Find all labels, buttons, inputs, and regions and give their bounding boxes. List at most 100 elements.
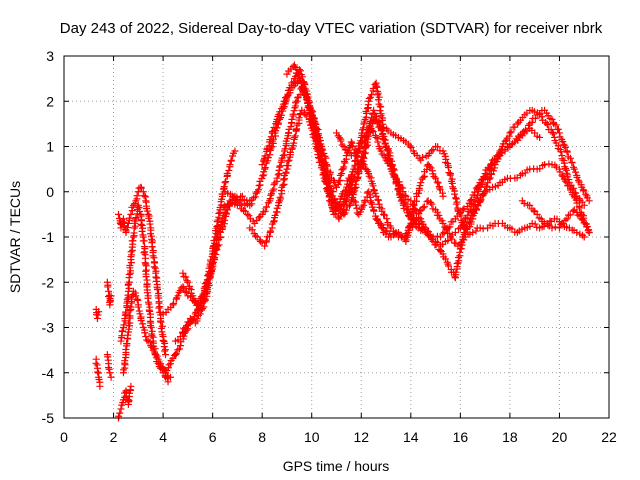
data-point xyxy=(171,351,179,359)
data-point xyxy=(370,186,378,194)
data-point xyxy=(528,118,536,126)
data-point xyxy=(213,236,221,244)
data-point xyxy=(276,162,284,170)
data-point xyxy=(353,209,361,217)
data-point xyxy=(518,170,526,178)
data-point xyxy=(132,214,140,222)
data-point xyxy=(161,347,169,355)
data-point xyxy=(445,262,453,270)
data-point xyxy=(105,365,113,373)
data-point xyxy=(219,203,227,211)
data-point xyxy=(159,310,167,318)
data-point xyxy=(94,311,102,319)
data-point xyxy=(127,303,135,311)
data-point xyxy=(295,114,303,122)
data-point xyxy=(361,133,369,141)
data-point xyxy=(444,237,452,245)
x-tick-label: 14 xyxy=(403,429,419,445)
data-point xyxy=(404,205,412,213)
data-point xyxy=(122,308,130,316)
data-point xyxy=(446,223,454,231)
data-point xyxy=(127,210,135,218)
data-point xyxy=(124,219,132,227)
data-point xyxy=(451,228,459,236)
data-point xyxy=(469,228,477,236)
data-point xyxy=(374,196,382,204)
data-point xyxy=(470,201,478,209)
data-point xyxy=(466,197,474,205)
data-point xyxy=(407,213,415,221)
data-point xyxy=(428,147,436,155)
data-point xyxy=(522,126,530,134)
data-point xyxy=(230,193,238,201)
data-point xyxy=(548,224,556,232)
data-point xyxy=(380,135,388,143)
data-point xyxy=(377,147,385,155)
data-point xyxy=(261,242,269,250)
data-point xyxy=(120,321,128,329)
data-point xyxy=(194,305,202,313)
data-point xyxy=(172,350,180,358)
data-point xyxy=(559,220,567,228)
data-point xyxy=(459,206,467,214)
data-point xyxy=(544,121,552,129)
data-point xyxy=(268,190,276,198)
data-point xyxy=(520,127,528,135)
data-point xyxy=(261,152,269,160)
data-point xyxy=(266,151,274,159)
data-point xyxy=(283,70,291,78)
data-point xyxy=(308,116,316,124)
data-point xyxy=(335,215,343,223)
data-point xyxy=(483,182,491,190)
data-point xyxy=(162,351,170,359)
data-point xyxy=(94,368,102,376)
data-point xyxy=(552,121,560,129)
data-point xyxy=(369,182,377,190)
data-point xyxy=(428,200,436,208)
data-point xyxy=(152,273,160,281)
y-tick-label: 1 xyxy=(46,139,54,155)
data-point xyxy=(525,121,533,129)
data-point xyxy=(287,123,295,131)
data-point xyxy=(106,369,114,377)
data-point xyxy=(359,148,367,156)
data-point xyxy=(120,223,128,231)
data-point xyxy=(225,166,233,174)
data-point xyxy=(256,237,264,245)
data-point xyxy=(157,360,165,368)
data-point xyxy=(565,176,573,184)
data-point xyxy=(485,175,493,183)
data-point xyxy=(281,145,289,153)
data-point xyxy=(580,233,588,241)
data-point xyxy=(174,346,182,354)
data-point xyxy=(572,189,580,197)
data-point xyxy=(143,207,151,215)
data-point xyxy=(513,120,521,128)
data-point xyxy=(293,69,301,77)
data-point xyxy=(417,215,425,223)
data-point xyxy=(243,210,251,218)
y-tick-label: -3 xyxy=(42,320,55,336)
data-point xyxy=(220,183,228,191)
data-point xyxy=(423,230,431,238)
data-point xyxy=(358,203,366,211)
data-points xyxy=(92,61,593,422)
data-point xyxy=(134,303,142,311)
data-point xyxy=(137,220,145,228)
data-point xyxy=(267,227,275,235)
data-point xyxy=(432,174,440,182)
data-point xyxy=(223,170,231,178)
data-point xyxy=(270,124,278,132)
data-point xyxy=(370,207,378,215)
data-point xyxy=(284,157,292,165)
data-point xyxy=(583,223,591,231)
data-point xyxy=(127,382,135,390)
data-point xyxy=(443,258,451,266)
data-point xyxy=(406,142,414,150)
data-point xyxy=(255,214,263,222)
data-point xyxy=(126,306,134,314)
data-point xyxy=(419,153,427,161)
data-point xyxy=(572,168,580,176)
